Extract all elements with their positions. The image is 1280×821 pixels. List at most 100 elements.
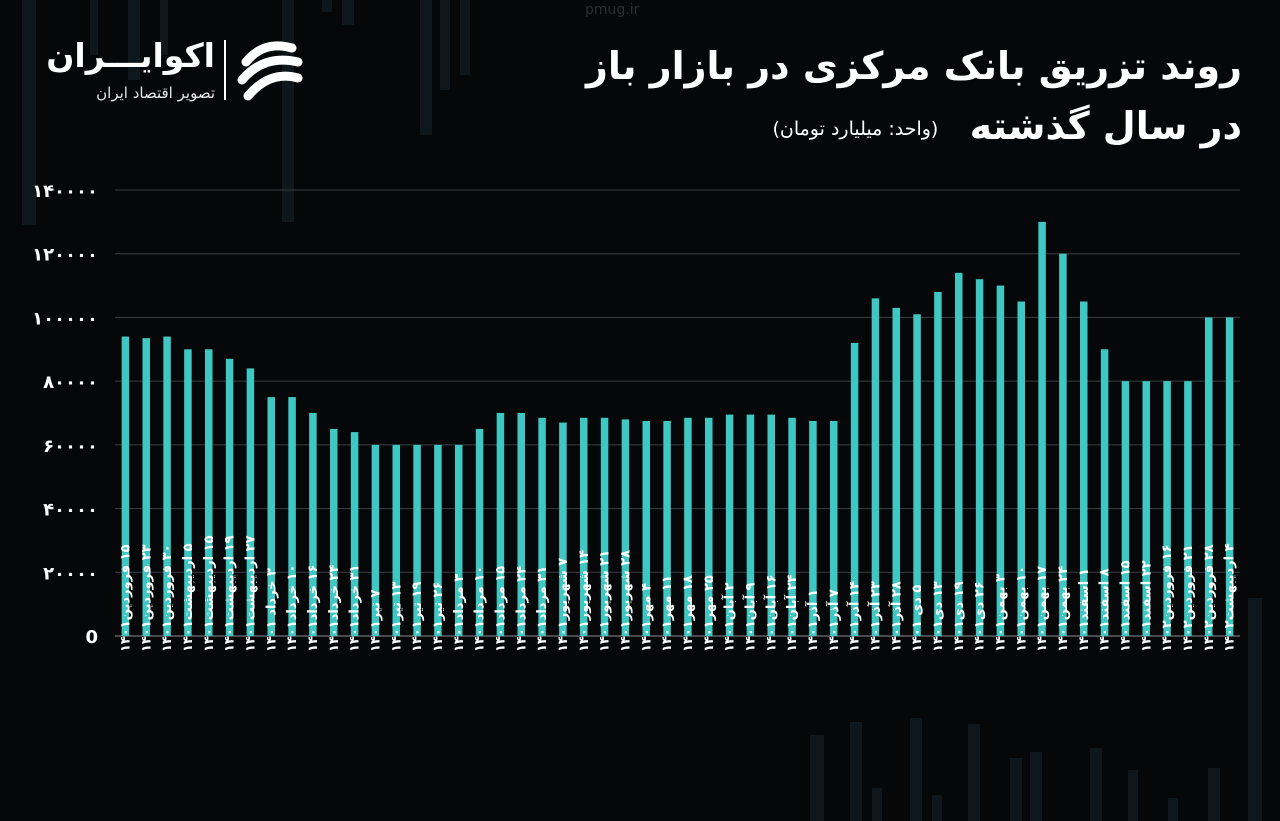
bar	[871, 298, 880, 636]
x-tick-label: ۲۴ خرداد۱۴۰۱	[327, 565, 342, 652]
x-tick-label: ۱۴ آذر۱۴۰۱	[846, 581, 863, 652]
bar	[1100, 349, 1109, 636]
y-axis: 0 ۲۰۰۰۰ ۴۰۰۰۰ ۶۰۰۰۰ ۸۰۰۰۰ ۱۰۰۰۰۰ ۱۲۰۰۰۰ ۱۴۰۰۰۰	[32, 181, 98, 648]
bar	[1121, 381, 1130, 636]
x-tick-label: ۳۱ مرداد۱۴۰۱	[535, 566, 550, 652]
bar	[850, 342, 859, 636]
x-tick-label: ۱۰ خرداد۱۴۰۱	[285, 565, 300, 652]
y-tick-label: ۱۰۰۰۰۰	[32, 308, 98, 329]
bar	[913, 314, 921, 636]
x-tick-label: ۱۸ مهر۱۴۰۱	[681, 575, 696, 652]
bar	[163, 336, 171, 636]
bar	[267, 397, 275, 636]
x-tick-label: ۲۲ اسفند۱۴۰۱	[1139, 560, 1154, 652]
bar	[225, 358, 234, 636]
x-tick-label: ۲۶ تیر۱۴۰۱	[431, 582, 446, 652]
x-tick-label: ۲۷ اردیبهشت۱۴۰۱	[243, 535, 258, 652]
x-tick-label: ۷ تیر۱۴۰۱	[368, 589, 383, 652]
x-tick-label: ۱۶ خرداد۱۴۰۱	[306, 565, 321, 652]
y-tick-label: ۲۰۰۰۰	[43, 563, 98, 584]
bar	[1038, 221, 1046, 636]
x-tick-label: ۱۱ مهر۱۴۰۱	[660, 575, 675, 652]
x-tick-label: ۲۸ آذر۱۴۰۱	[887, 581, 904, 652]
x-tick-label: ۳ بهمن۱۴۰۱	[993, 574, 1008, 652]
bar	[205, 349, 213, 636]
bar	[642, 420, 650, 636]
x-tick-label: ۳ مرداد۱۴۰۱	[452, 574, 467, 652]
x-tick-label: ۱۵ مرداد۱۴۰۱	[493, 566, 508, 652]
x-tick-label: ۴ مهر۱۴۰۱	[639, 583, 654, 652]
logo-mark-icon	[237, 41, 303, 101]
bar	[1080, 301, 1088, 636]
x-tick-label: ۳۰ فروردین۱۴۰۱	[160, 544, 175, 652]
x-tick-label: ۲۴ آبان۱۴۰۱	[783, 574, 800, 652]
x-tick-label: ۱۹ تیر۱۴۰۱	[410, 582, 425, 652]
logo-name: اکوایـــران	[46, 36, 215, 75]
x-axis: ۱۵ فروردین۱۴۰۱ ۲۳ فروردین۱۴۰۱ ۳۰ فروردین۱۴…	[118, 535, 1237, 652]
x-tick-label: ۳۱ خرداد۱۴۰۱	[348, 565, 363, 652]
x-tick-label: ۳ خرداد ۱۴۰۱	[264, 568, 279, 652]
bar	[392, 444, 400, 636]
bar	[434, 444, 442, 636]
bar	[934, 291, 942, 636]
bar	[475, 428, 484, 636]
bar	[705, 417, 713, 636]
bar	[1205, 317, 1213, 636]
bar	[767, 414, 775, 636]
bar	[725, 414, 734, 636]
y-tick-label: ۶۰۰۰۰	[43, 436, 98, 457]
x-tick-label: ۲۴ مرداد۱۴۰۱	[514, 566, 529, 652]
x-tick-label: ۲۳ فروردین۱۴۰۱	[139, 544, 154, 652]
x-tick-label: ۱۹ اردیبهشت۱۴۰۱	[223, 535, 238, 652]
bar	[350, 432, 359, 636]
bar	[413, 444, 421, 636]
title-line-2-text: در سال گذشته	[969, 104, 1242, 148]
bar	[371, 444, 380, 636]
x-tick-label: ۷ شهریور۱۴۰۱	[556, 558, 571, 652]
bar	[788, 417, 796, 636]
bar	[517, 413, 525, 636]
x-tick-label: ۱ آذر۱۴۰۱	[804, 589, 821, 652]
x-tick-label: ۱۵ اسفند۱۴۰۱	[1118, 560, 1133, 652]
x-tick-label: ۱۵ اردیبهشت۱۴۰۱	[202, 535, 217, 652]
x-tick-label: ۲۴ بهمن۱۴۰۱	[1056, 566, 1071, 652]
x-tick-label: ۱۴ شهریور۱۴۰۱	[577, 550, 592, 652]
x-tick-label: ۲ آبان۱۴۰۱	[721, 582, 738, 652]
y-tick-label: ۱۲۰۰۰۰	[32, 245, 98, 266]
bar	[809, 420, 817, 636]
bar	[121, 336, 130, 636]
logo: اکوایـــران تصویر اقتصاد ایران	[46, 34, 310, 104]
bar	[246, 368, 255, 636]
grid-lines	[115, 189, 1240, 637]
x-tick-label: ۱۳ تیر۱۴۰۱	[389, 582, 404, 652]
y-tick-label: ۴۰۰۰۰	[43, 500, 98, 521]
watermark-text: pmug.ir	[585, 2, 640, 18]
bar	[309, 413, 317, 636]
bars	[121, 221, 1234, 636]
bar	[496, 413, 505, 636]
x-tick-label: ۷ آذر۱۴۰۱	[825, 589, 842, 652]
bar	[184, 349, 192, 636]
x-tick-label: ۱ اسفند۱۴۰۱	[1077, 568, 1092, 652]
bar	[600, 417, 609, 636]
x-tick-label: ۲۳ آذر۱۴۰۱	[866, 581, 883, 652]
y-tick-label: ۸۰۰۰۰	[43, 372, 98, 393]
bar	[1184, 381, 1192, 636]
bar	[1017, 301, 1025, 636]
x-tick-label: ۱۳ دی۱۴۰۱	[931, 581, 946, 652]
x-tick-label: ۲۸ شهریور۱۴۰۱	[618, 550, 633, 652]
x-tick-label: ۵ اردیبهشت۱۴۰۱	[181, 543, 196, 652]
x-tick-label: ۱۶ آبان۱۴۰۱	[762, 575, 779, 652]
bar	[892, 307, 900, 636]
title-line-1: روند تزریق بانک مرکزی در بازار باز	[586, 44, 1242, 88]
x-tick-label: ۱۶ فروردین۱۴۰۲	[1160, 544, 1175, 652]
logo-separator	[224, 40, 226, 100]
bar	[975, 279, 984, 636]
x-tick-label: ۲۶ دی۱۴۰۱	[973, 581, 988, 652]
x-tick-label: ۲۱ فروردین۱۴۰۲	[1181, 544, 1196, 652]
bar	[1225, 317, 1234, 636]
x-tick-label: ۱۵ فروردین۱۴۰۱	[118, 544, 133, 652]
bar	[559, 422, 567, 636]
bar	[455, 444, 463, 636]
